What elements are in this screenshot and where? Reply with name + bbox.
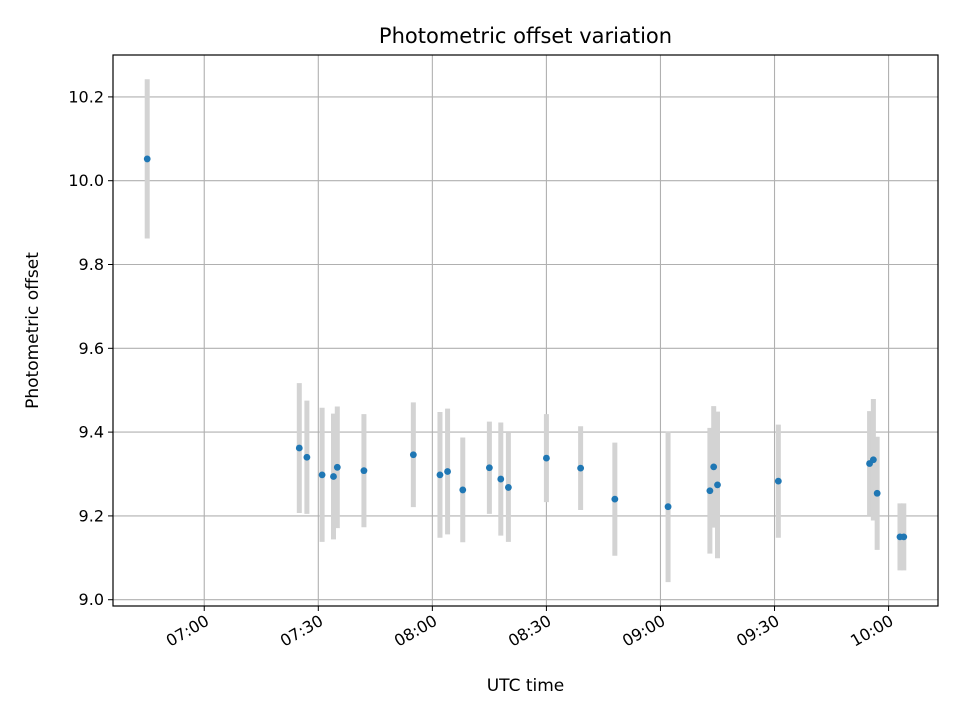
grid: [113, 55, 938, 606]
y-axis-label: Photometric offset: [23, 252, 43, 409]
data-point: [869, 456, 877, 464]
data-point: [459, 486, 467, 494]
y-tick-label: 9.2: [79, 506, 104, 525]
data-point: [333, 463, 341, 471]
data-point: [485, 464, 493, 472]
y-tick-label: 9.8: [79, 255, 104, 274]
data-point: [900, 533, 908, 541]
error-bars: [144, 79, 907, 583]
data-point: [497, 475, 505, 483]
y-tick-label: 9.6: [79, 339, 104, 358]
data-point: [295, 444, 303, 452]
x-tick-label: 08:00: [391, 611, 440, 651]
data-point: [360, 467, 368, 475]
data-point: [706, 487, 714, 495]
data-point: [504, 484, 512, 491]
x-tick-label: 09:00: [619, 611, 668, 651]
y-tick-label: 9.4: [79, 423, 104, 442]
chart-title: Photometric offset variation: [379, 24, 672, 48]
x-tick-label: 09:30: [733, 611, 782, 651]
x-tick-label: 07:30: [277, 611, 326, 651]
data-point: [714, 481, 721, 489]
data-point: [774, 477, 782, 485]
data-points: [143, 155, 908, 541]
data-point: [303, 453, 311, 461]
data-point: [436, 471, 444, 479]
data-point: [444, 468, 451, 475]
x-tick-label: 07:00: [163, 611, 212, 651]
x-axis-label: UTC time: [487, 676, 565, 696]
data-point: [664, 503, 672, 511]
data-point: [873, 489, 881, 497]
x-tick-label: 10:00: [847, 611, 896, 651]
data-point: [318, 471, 326, 479]
x-tick-label: 08:30: [505, 611, 554, 651]
data-point: [330, 473, 337, 480]
data-point: [409, 451, 417, 459]
data-point: [577, 464, 585, 472]
plot-frame: [112, 54, 939, 607]
y-tick-label: 10.0: [68, 171, 104, 190]
data-point: [710, 463, 718, 471]
data-point: [543, 454, 550, 462]
axis-ticks: 9.0 9.2 9.4 9.6 9.8 10.0 10.2 07:00 07:30 08:00 08…: [68, 87, 896, 650]
data-point: [143, 155, 151, 163]
data-point: [611, 495, 619, 503]
y-tick-label: 10.2: [68, 87, 104, 106]
y-tick-label: 9.0: [79, 590, 104, 609]
